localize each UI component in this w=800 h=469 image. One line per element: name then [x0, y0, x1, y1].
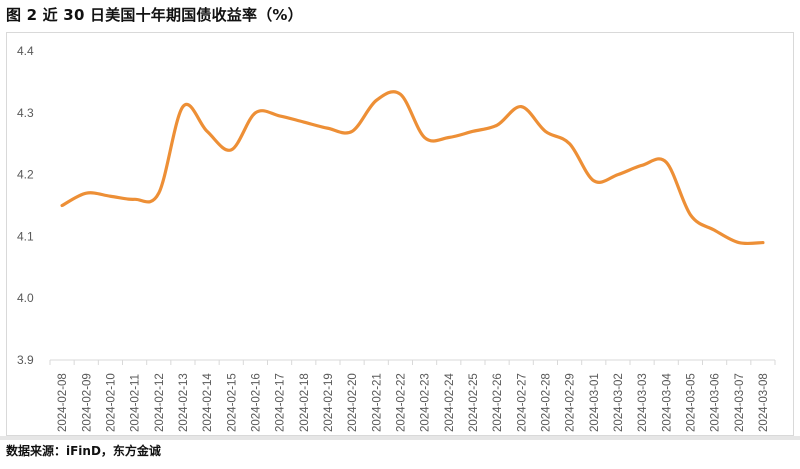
x-tick-label: 2024-03-08 [758, 373, 770, 432]
y-tick-label: 3.9 [17, 353, 34, 367]
x-tick-label: 2024-03-01 [589, 373, 601, 432]
x-tick-label: 2024-02-14 [202, 373, 214, 432]
x-tick-label: 2024-02-13 [178, 373, 190, 432]
chart-title: 图 2 近 30 日美国十年期国债收益率（%） [6, 6, 303, 24]
x-tick-label: 2024-02-08 [57, 373, 69, 432]
x-tick-label: 2024-02-20 [347, 373, 359, 432]
x-tick-label: 2024-02-23 [420, 373, 432, 432]
y-tick-label: 4.1 [17, 229, 34, 243]
x-tick-label: 2024-02-18 [299, 373, 311, 432]
x-tick-label: 2024-02-26 [492, 373, 504, 432]
x-tick-label: 2024-03-05 [685, 373, 697, 432]
x-tick-label: 2024-03-07 [734, 373, 746, 432]
y-tick-label: 4.3 [17, 106, 34, 120]
x-tick-label: 2024-02-10 [105, 373, 117, 432]
y-tick-label: 4.0 [17, 291, 34, 305]
x-tick-label: 2024-02-09 [81, 373, 93, 432]
x-tick-label: 2024-02-25 [468, 373, 480, 432]
x-tick-label: 2024-03-02 [613, 373, 625, 432]
x-tick-label: 2024-02-22 [395, 373, 407, 432]
x-tick-label: 2024-02-11 [130, 374, 142, 432]
x-tick-label: 2024-02-19 [323, 373, 335, 432]
x-axis: 2024-02-08 2024-02-09 2024-02-10 2024-02-11… [49, 359, 776, 432]
x-tick-label: 2024-03-03 [637, 373, 649, 432]
data-source-note: 数据来源：iFinD，东方金诚 [6, 444, 161, 458]
y-tick-label: 4.4 [17, 44, 34, 58]
x-tick-label: 2024-02-28 [540, 373, 552, 432]
yield-line [60, 90, 765, 246]
x-tick-label: 2024-02-24 [444, 373, 456, 432]
x-tick-label: 2024-02-15 [226, 373, 238, 432]
x-tick-label: 2024-02-29 [565, 373, 577, 432]
y-tick-label: 4.2 [17, 168, 34, 182]
x-tick-label: 2024-02-16 [250, 373, 262, 432]
x-tick-label: 2024-02-12 [154, 373, 166, 432]
y-axis: 4.4 4.3 4.2 4.1 4.0 3.9 [17, 44, 34, 367]
x-tick-label: 2024-02-17 [275, 373, 287, 432]
chart-frame [6, 32, 794, 436]
x-tick-label: 2024-03-06 [710, 373, 722, 432]
x-tick-label: 2024-02-21 [371, 373, 383, 432]
x-tick-label: 2024-03-04 [661, 373, 673, 432]
x-tick-label: 2024-02-27 [516, 373, 528, 432]
footer-divider [0, 436, 800, 440]
